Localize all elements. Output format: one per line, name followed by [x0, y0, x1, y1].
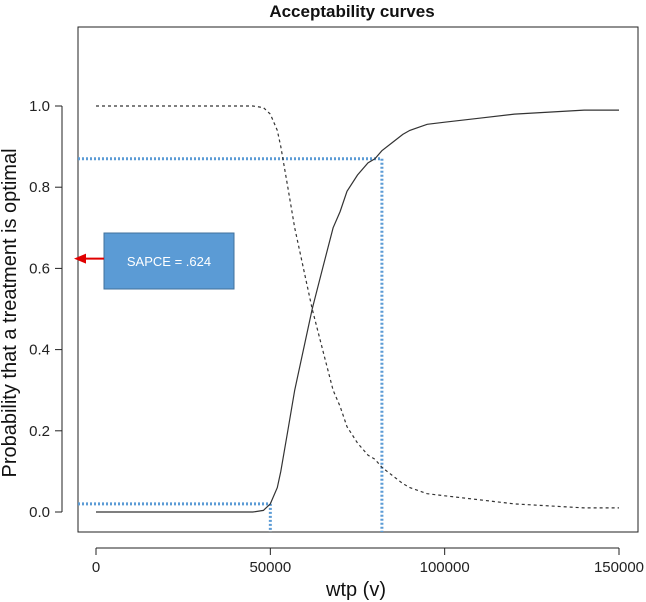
- y-tick-label: 0.6: [29, 260, 50, 277]
- x-axis-label: wtp (v): [325, 579, 386, 601]
- sapce-annotation-box: [103, 232, 235, 290]
- x-tick-label: 50000: [249, 559, 291, 576]
- plot-frame: [77, 26, 639, 533]
- annotation: SAPCE = .624: [74, 232, 235, 290]
- series-group: [96, 105, 619, 513]
- y-tick-label: 0.2: [29, 423, 50, 440]
- y-tick-label: 0.0: [29, 504, 50, 521]
- series-line-dashed: [96, 105, 619, 509]
- sapce-annotation-label: SAPCE = .624: [127, 254, 211, 269]
- x-tick-label: 100000: [420, 559, 470, 576]
- y-tick-label: 1.0: [29, 98, 50, 115]
- y-tick-label: 0.4: [29, 342, 50, 359]
- x-axis: 0 50000 100000 150000: [92, 547, 644, 576]
- x-tick-label: 0: [92, 559, 100, 576]
- chart-title: Acceptability curves: [269, 2, 434, 21]
- y-axis-label: Probability that a treatment is optimal: [0, 148, 21, 477]
- annotation-arrow-head: [74, 253, 86, 264]
- y-axis: 0.0 0.2 0.4 0.6 0.8 1.0: [29, 98, 63, 521]
- x-tick-label: 150000: [594, 559, 644, 576]
- series-line-solid: [96, 109, 619, 513]
- reference-lines: [78, 157, 384, 532]
- y-tick-label: 0.8: [29, 179, 50, 196]
